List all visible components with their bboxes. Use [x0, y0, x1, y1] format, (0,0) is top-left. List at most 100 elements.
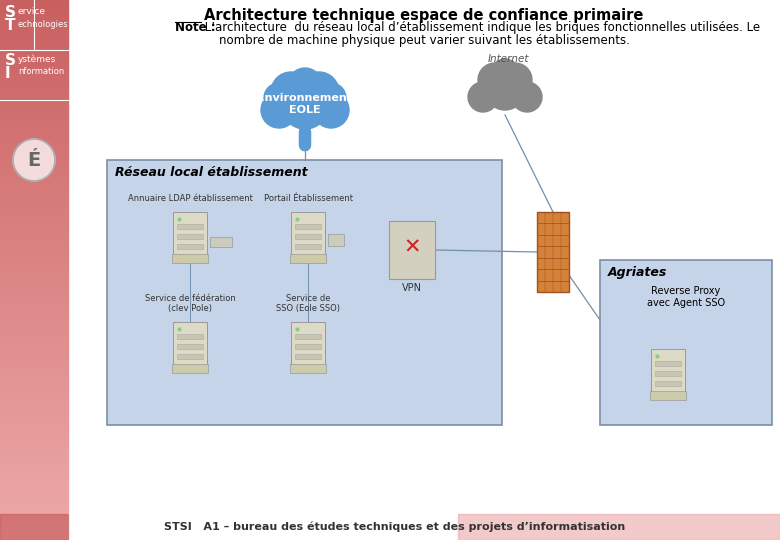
Circle shape — [478, 63, 512, 97]
Circle shape — [13, 139, 55, 181]
Bar — [0, 338, 68, 345]
FancyBboxPatch shape — [173, 322, 207, 366]
Text: echnologies: echnologies — [18, 20, 69, 29]
Bar — [0, 330, 68, 338]
Bar — [0, 135, 68, 141]
Text: Agriates: Agriates — [608, 266, 668, 279]
Text: Réseau local établissement: Réseau local établissement — [115, 166, 307, 179]
Bar — [0, 6, 68, 14]
Text: L’architecture  du réseau local d’établissement indique les briques fonctionnell: L’architecture du réseau local d’établis… — [201, 21, 760, 34]
Bar — [0, 291, 68, 297]
Bar — [0, 141, 68, 149]
Bar — [0, 310, 68, 317]
Bar — [0, 195, 68, 202]
Bar — [0, 486, 68, 492]
Text: Service de fédération
(clev Pole): Service de fédération (clev Pole) — [144, 294, 236, 313]
FancyBboxPatch shape — [177, 344, 203, 349]
Text: ystèmes: ystèmes — [18, 55, 56, 64]
Bar — [0, 47, 68, 54]
FancyBboxPatch shape — [172, 364, 208, 373]
Bar — [0, 432, 68, 438]
FancyBboxPatch shape — [177, 354, 203, 359]
Bar — [0, 534, 68, 540]
Text: Internet: Internet — [488, 54, 529, 64]
FancyBboxPatch shape — [291, 322, 325, 366]
FancyBboxPatch shape — [177, 244, 203, 249]
Text: nombre de machine physique peut varier suivant les établissements.: nombre de machine physique peut varier s… — [218, 34, 629, 47]
Circle shape — [299, 72, 339, 112]
FancyBboxPatch shape — [295, 334, 321, 339]
Bar — [0, 392, 68, 399]
Bar — [0, 183, 68, 189]
Text: Service de
SSO (Eole SSO): Service de SSO (Eole SSO) — [276, 294, 340, 313]
Text: ✕: ✕ — [403, 238, 420, 258]
Bar — [0, 122, 68, 128]
Bar — [0, 480, 68, 486]
Bar — [0, 108, 68, 115]
Bar — [0, 357, 68, 364]
Bar — [0, 364, 68, 372]
Bar — [0, 438, 68, 445]
Bar — [458, 514, 780, 540]
Bar — [0, 345, 68, 351]
FancyBboxPatch shape — [295, 354, 321, 359]
Bar — [0, 465, 68, 472]
Bar — [0, 168, 68, 176]
Bar — [0, 297, 68, 303]
Bar — [0, 459, 68, 465]
Bar — [0, 384, 68, 391]
Bar — [0, 284, 68, 291]
Bar — [0, 27, 68, 33]
Bar — [0, 202, 68, 209]
Bar — [68, 514, 458, 540]
Bar — [0, 156, 68, 162]
Bar — [0, 230, 68, 237]
Bar — [0, 237, 68, 243]
Text: Environnement
EOLE: Environnement EOLE — [257, 93, 353, 115]
Bar — [0, 74, 68, 81]
Text: Reverse Proxy
avec Agent SSO: Reverse Proxy avec Agent SSO — [647, 286, 725, 308]
Circle shape — [261, 92, 297, 128]
FancyBboxPatch shape — [328, 234, 344, 246]
Bar — [0, 249, 68, 256]
Bar — [0, 81, 68, 87]
Bar — [0, 87, 68, 94]
Bar — [0, 263, 68, 270]
Text: I: I — [5, 66, 11, 81]
Text: STSI   A1 – bureau des études techniques et des projets d’informatisation: STSI A1 – bureau des études techniques e… — [165, 522, 626, 532]
Bar — [0, 426, 68, 432]
Bar — [0, 68, 68, 74]
Bar — [0, 372, 68, 378]
Bar — [0, 514, 68, 540]
Bar — [0, 324, 68, 330]
Bar — [0, 472, 68, 480]
FancyBboxPatch shape — [210, 237, 232, 247]
Bar — [0, 0, 68, 6]
Bar — [0, 317, 68, 324]
Circle shape — [313, 92, 349, 128]
Bar — [0, 33, 68, 40]
Text: S: S — [5, 5, 16, 20]
Bar — [0, 270, 68, 276]
Bar — [0, 519, 68, 526]
Bar — [0, 176, 68, 183]
FancyBboxPatch shape — [291, 212, 325, 256]
Bar — [0, 128, 68, 135]
FancyBboxPatch shape — [107, 160, 502, 425]
Bar — [0, 276, 68, 284]
Circle shape — [491, 59, 519, 87]
Circle shape — [485, 70, 525, 110]
Text: Portail Établissement: Portail Établissement — [264, 194, 353, 203]
Bar — [0, 411, 68, 418]
Circle shape — [468, 82, 498, 112]
FancyBboxPatch shape — [389, 221, 435, 279]
Bar — [0, 378, 68, 384]
Bar — [0, 507, 68, 513]
Bar — [0, 216, 68, 222]
Bar — [0, 54, 68, 60]
FancyBboxPatch shape — [295, 234, 321, 239]
Bar — [0, 20, 68, 27]
Text: VPN: VPN — [402, 283, 422, 293]
Bar — [0, 209, 68, 216]
Bar — [0, 94, 68, 102]
